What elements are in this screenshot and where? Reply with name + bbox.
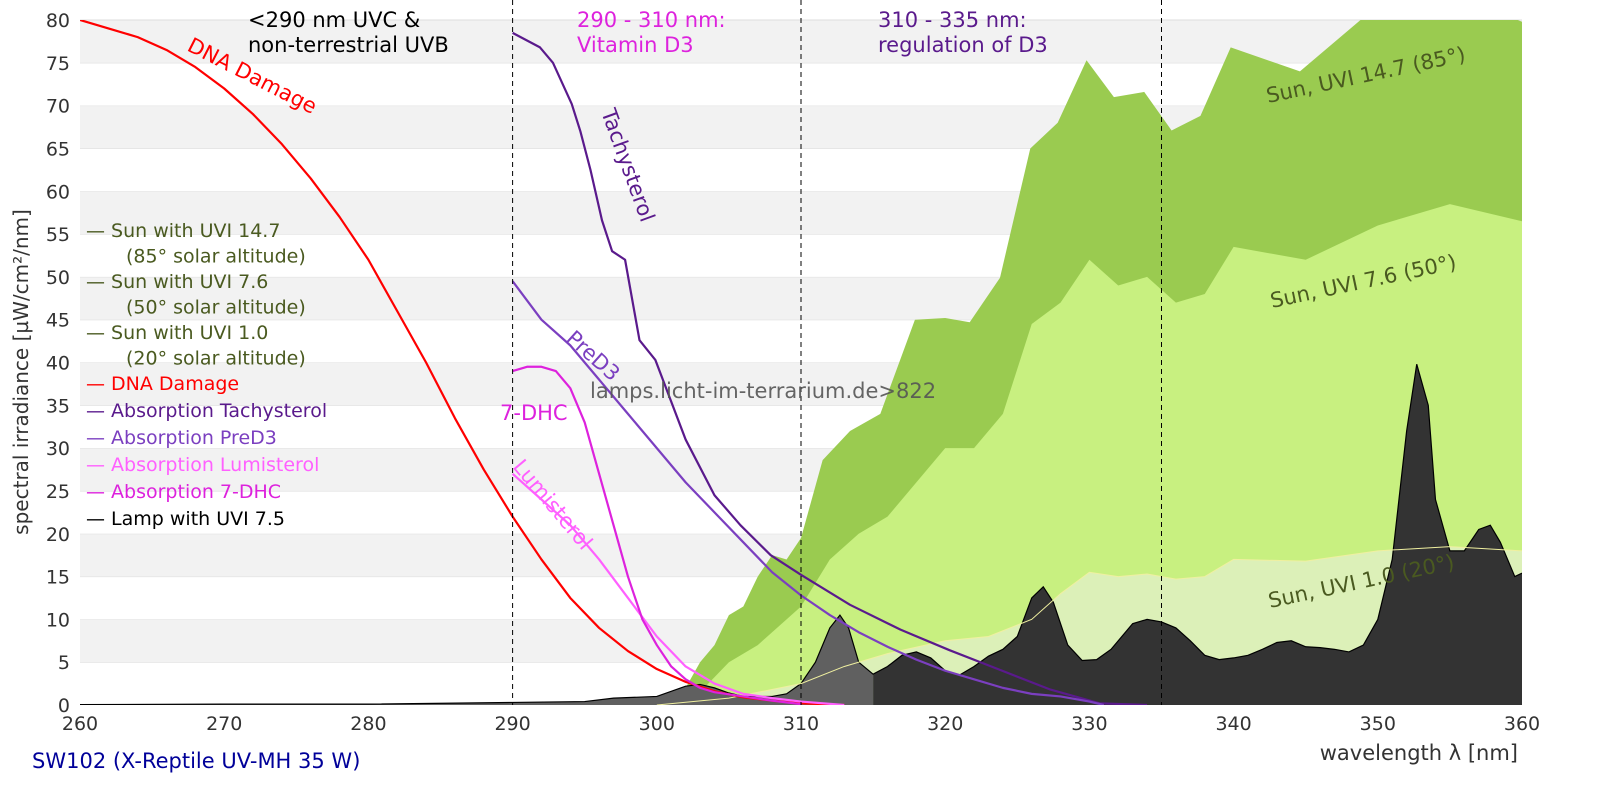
y-tick-label: 5 — [58, 652, 70, 674]
x-tick-label: 270 — [206, 713, 242, 735]
legend-entry: — Sun with UVI 14.7 — [86, 220, 280, 242]
legend-entry: — Absorption Tachysterol — [86, 400, 327, 422]
y-tick-label: 80 — [46, 10, 70, 32]
region-label-3-line2: regulation of D3 — [878, 33, 1048, 57]
region-label-1-line1: <290 nm UVC & — [248, 8, 420, 32]
region-label-3-line1: 310 - 335 nm: — [878, 8, 1027, 32]
legend-entry: — Absorption 7-DHC — [86, 481, 281, 503]
y-tick-label: 25 — [46, 481, 70, 503]
lamp-area — [873, 364, 1522, 705]
legend-entry: — DNA Damage — [86, 373, 239, 395]
y-tick-label: 65 — [46, 138, 70, 160]
x-tick-label: 310 — [783, 713, 819, 735]
x-tick-label: 300 — [639, 713, 675, 735]
y-tick-label: 35 — [46, 395, 70, 417]
y-tick-label: 55 — [46, 224, 70, 246]
region-label-2-line1: 290 - 310 nm: — [577, 8, 726, 32]
region-dividers — [512, 0, 1162, 705]
area-series — [80, 20, 1522, 705]
x-tick-label: 290 — [494, 713, 530, 735]
line-lumisterol — [511, 472, 845, 705]
legend-entry: — Sun with UVI 7.6 — [86, 271, 268, 293]
sun-10-contour — [656, 546, 1522, 705]
x-tick-label: 330 — [1071, 713, 1107, 735]
x-tick-label: 260 — [62, 713, 98, 735]
legend-entry: — Sun with UVI 1.0 — [86, 322, 268, 344]
legend-entry: — Absorption PreD3 — [86, 427, 277, 449]
y-tick-label: 60 — [46, 181, 70, 203]
watermark: lamps.licht-im-terrarium.de>822 — [590, 379, 936, 403]
legend-entry: — Lamp with UVI 7.5 — [86, 508, 285, 530]
y-tick-label: 75 — [46, 53, 70, 75]
x-tick-label: 360 — [1504, 713, 1540, 735]
line-series — [80, 20, 1148, 705]
x-tick-label: 350 — [1360, 713, 1396, 735]
region-label-2-line2: Vitamin D3 — [577, 33, 694, 57]
y-tick-label: 20 — [46, 524, 70, 546]
y-tick-label: 45 — [46, 310, 70, 332]
lamp-area-uvb — [80, 615, 874, 705]
line-7-dhc — [512, 365, 802, 705]
y-tick-label: 70 — [46, 96, 70, 118]
legend-entry-detail: (50° solar altitude) — [126, 297, 306, 319]
y-axis-label: spectral irradiance [µW/cm²/nm] — [9, 209, 33, 535]
line-tachysterol — [512, 31, 1148, 705]
x-tick-label: 320 — [927, 713, 963, 735]
legend-entry: — Absorption Lumisterol — [86, 454, 319, 476]
legend-entry-detail: (20° solar altitude) — [126, 348, 306, 370]
region-label-1-line2: non-terrestrial UVB — [248, 33, 449, 57]
y-tick-label: 0 — [58, 695, 70, 717]
y-axis-ticks: 0 5 10 15 20 25 30 35 40 45 50 55 60 65 70 75 80 — [46, 10, 70, 717]
x-tick-label: 340 — [1215, 713, 1251, 735]
y-tick-label: 10 — [46, 609, 70, 631]
y-tick-label: 40 — [46, 353, 70, 375]
line-pred3 — [511, 280, 1105, 705]
y-tick-label: 50 — [46, 267, 70, 289]
legend: — Sun with UVI 14.7 (85° solar altitude) —… — [86, 220, 327, 530]
x-tick-label: 280 — [350, 713, 386, 735]
x-axis-ticks: 260 270 280 290 300 310 320 330 340 350 360 — [62, 713, 1540, 735]
x-axis-label: wavelength λ [nm] — [1320, 741, 1518, 765]
lamp-name-footer: SW102 (X-Reptile UV-MH 35 W) — [32, 749, 360, 773]
y-tick-label: 15 — [46, 567, 70, 589]
legend-entry-detail: (85° solar altitude) — [126, 246, 306, 268]
y-tick-label: 30 — [46, 438, 70, 460]
7dhc-label: 7-DHC — [500, 401, 568, 425]
